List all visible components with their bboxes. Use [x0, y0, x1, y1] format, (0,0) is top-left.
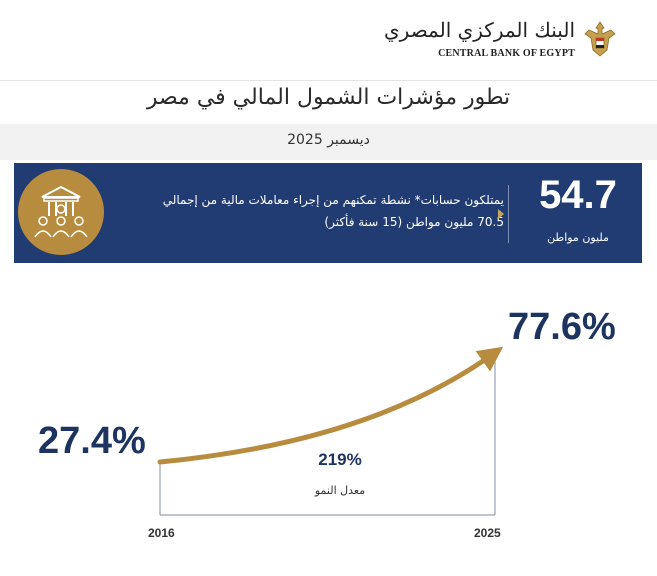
bank-people-icon [18, 169, 104, 255]
trend-arrow [157, 346, 504, 465]
title-band: تطور مؤشرات الشمول المالي في مصر [0, 80, 657, 125]
stat-banner: يمتلكون حسابات* نشطة تمكنهم من إجراء معا… [14, 163, 642, 263]
banner-description: يمتلكون حسابات* نشطة تمكنهم من إجراء معا… [114, 189, 504, 233]
pointer-icon [498, 209, 504, 219]
header: البنك المركزي المصري CENTRAL BANK OF EGY… [0, 0, 657, 80]
data-label-end: 77.6% [508, 306, 616, 348]
central-bank-logo: البنك المركزي المصري CENTRAL BANK OF EGY… [384, 18, 617, 68]
logo-arabic-text: البنك المركزي المصري [384, 18, 575, 42]
growth-rate-value: 219% [318, 450, 362, 469]
big-number: 54.7 [539, 173, 617, 217]
big-number-unit: مليون مواطن [547, 231, 609, 244]
page-title: تطور مؤشرات الشمول المالي في مصر [146, 85, 511, 110]
banner-description-line1: يمتلكون حسابات* نشطة تمكنهم من إجراء معا… [162, 193, 504, 207]
growth-chart [157, 346, 504, 516]
eagle-emblem-icon [584, 21, 616, 57]
banner-description-line2: 70.5 مليون مواطن (15 سنة فأكثر) [324, 215, 504, 229]
x-tick-label-end: 2025 [474, 526, 501, 540]
logo-english-text: CENTRAL BANK OF EGYPT [438, 48, 575, 59]
data-label-start: 27.4% [38, 420, 146, 462]
x-tick-label-start: 2016 [148, 526, 175, 540]
growth-rate-label: معدل النمو [314, 484, 366, 497]
page-subtitle: ديسمبر 2025 [287, 132, 370, 148]
subtitle-band: ديسمبر 2025 [0, 124, 657, 160]
banner-divider [508, 185, 509, 243]
